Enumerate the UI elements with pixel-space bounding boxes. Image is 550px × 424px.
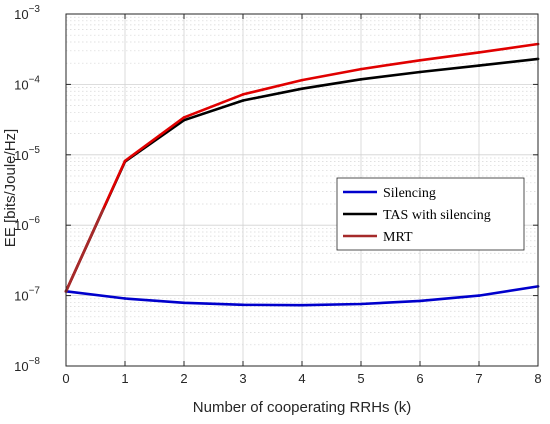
data-point — [123, 159, 127, 163]
x-tick-label: 5 — [357, 371, 364, 386]
y-tick-label: 10−7 — [14, 286, 40, 304]
data-point — [418, 58, 422, 62]
data-point — [359, 67, 363, 71]
data-point — [300, 87, 304, 90]
data-point — [241, 99, 245, 102]
mrt-overlay-segment — [64, 208, 105, 293]
legend-label-2: MRT — [383, 230, 413, 245]
x-tick-label: 1 — [121, 371, 128, 386]
y-axis-title: EE [bits/Joule/Hz] — [2, 129, 19, 247]
x-tick-label: 8 — [534, 371, 541, 386]
data-point — [359, 302, 363, 306]
x-tick-label: 7 — [475, 371, 482, 386]
data-point — [241, 303, 245, 307]
data-point — [300, 78, 304, 82]
legend-label-1: TAS with silencing — [383, 208, 491, 223]
y-tick-label: 10−3 — [14, 4, 40, 22]
x-axis-title: Number of cooperating RRHs (k) — [193, 399, 411, 416]
legend-label-0: Silencing — [383, 186, 436, 201]
data-point — [477, 294, 481, 297]
y-tick-label: 10−8 — [14, 356, 40, 374]
legend: Silencing TAS with silencing MRT — [336, 177, 525, 251]
data-point — [477, 51, 481, 54]
data-point — [418, 70, 422, 74]
x-tick-label: 6 — [416, 371, 423, 386]
data-point — [359, 78, 363, 81]
x-tick-label: 3 — [239, 371, 246, 386]
axes-layer: 0 1 2 3 4 5 6 7 8 10−8 10−7 10−6 10−5 10−4 10−3 — [14, 4, 541, 386]
data-point — [300, 303, 304, 307]
series-layer — [64, 42, 540, 307]
data-point — [182, 116, 186, 119]
data-point — [182, 301, 186, 305]
x-tick-label: 0 — [62, 371, 69, 386]
data-point — [477, 64, 481, 67]
data-point — [123, 297, 127, 300]
data-point — [182, 118, 186, 122]
y-tick-label: 10−6 — [14, 215, 40, 233]
data-point — [241, 93, 245, 96]
y-tick-label: 10−5 — [14, 145, 40, 163]
data-point — [418, 299, 422, 303]
x-tick-label: 4 — [298, 371, 305, 386]
y-tick-label: 10−4 — [14, 74, 40, 92]
x-tick-label: 2 — [180, 371, 187, 386]
